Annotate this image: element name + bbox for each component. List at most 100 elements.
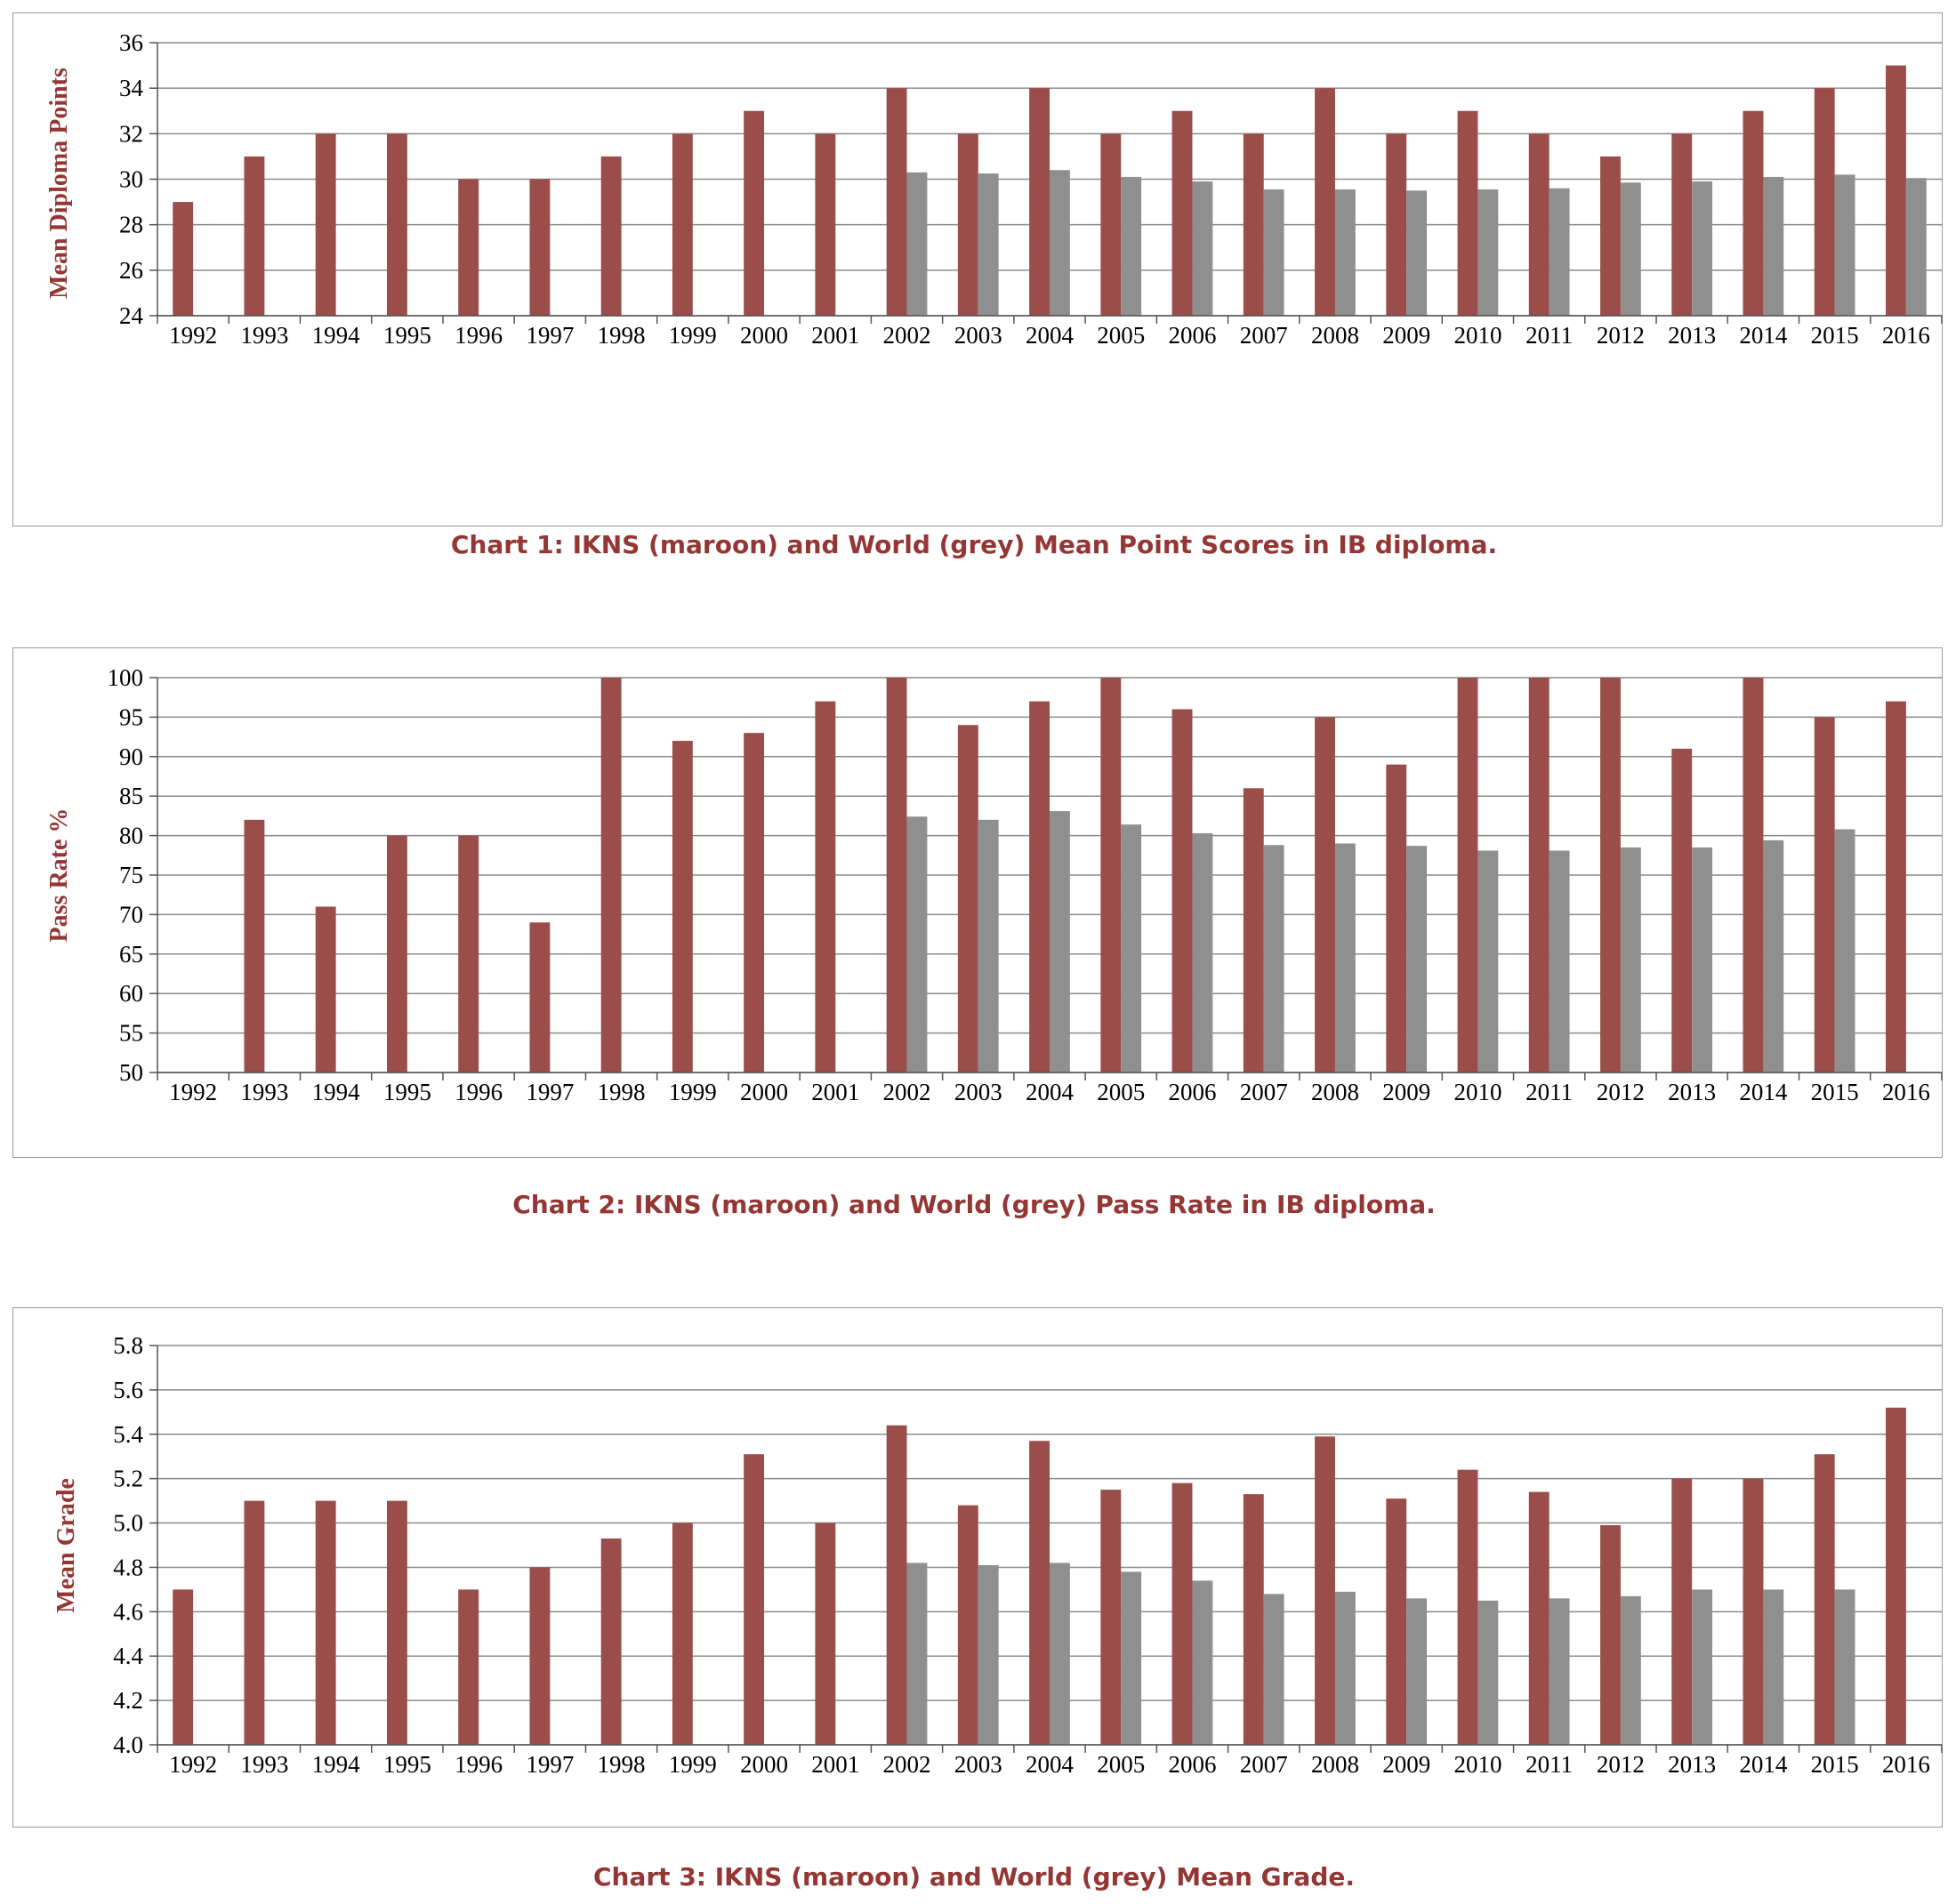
chart-2-bar-ikns-2005 xyxy=(1100,678,1122,1073)
chart-3-bar-world-2009 xyxy=(1406,1598,1428,1745)
chart-2-ytick-label: 95 xyxy=(119,703,143,730)
chart-2-ytick-label: 65 xyxy=(119,941,143,968)
chart-1-bar-ikns-1995 xyxy=(386,133,407,316)
chart-2-bar-world-2013 xyxy=(1692,847,1713,1073)
chart-3-xtick-label: 2009 xyxy=(1382,1751,1430,1778)
chart-3-ytick-label: 5.6 xyxy=(113,1377,143,1403)
chart-1-ytick-label: 32 xyxy=(119,120,143,147)
chart-2-bar-ikns-2014 xyxy=(1743,678,1764,1073)
chart-2-caption: Chart 2: IKNS (maroon) and World (grey) … xyxy=(512,1190,1436,1219)
chart-2-xtick-label: 2002 xyxy=(883,1079,931,1105)
chart-3-bar-ikns-2016 xyxy=(1886,1407,1906,1745)
chart-3-bar-ikns-2007 xyxy=(1243,1494,1264,1745)
chart-3-bar-world-2008 xyxy=(1334,1591,1356,1745)
chart-2-bar-ikns-1994 xyxy=(315,906,336,1073)
chart-3-mean-grade: 4.0 4.2 4.4 4.6 4.8 5.0 5.2 5.4 5.6 5.8 1992 1993 19… xyxy=(52,1332,1943,1778)
chart-1-xtick-label: 2004 xyxy=(1026,322,1075,349)
chart-3-xtick-label: 2004 xyxy=(1026,1751,1075,1778)
chart-1-bar-ikns-2013 xyxy=(1671,133,1693,316)
chart-3-xtick-label: 2010 xyxy=(1453,1751,1501,1778)
chart-3-bar-world-2015 xyxy=(1834,1589,1855,1745)
chart-2-xtick-label: 2010 xyxy=(1453,1079,1501,1105)
chart-1-bar-world-2006 xyxy=(1192,181,1213,316)
chart-3-xtick-label: 2002 xyxy=(883,1751,931,1778)
chart-3-bar-ikns-2006 xyxy=(1171,1482,1193,1745)
chart-3-caption: Chart 3: IKNS (maroon) and World (grey) … xyxy=(593,1862,1355,1892)
chart-2-ytick-label: 85 xyxy=(119,783,143,809)
chart-1-bar-ikns-2006 xyxy=(1171,110,1193,316)
chart-3-bar-world-2002 xyxy=(906,1563,928,1745)
chart-1-y-axis-title: Mean Diploma Points xyxy=(45,68,73,299)
chart-1-xtick-label: 1994 xyxy=(312,322,361,349)
chart-2-bar-ikns-2000 xyxy=(744,733,765,1073)
chart-1-bar-ikns-2010 xyxy=(1457,110,1478,316)
chart-1-mean-diploma-points: 24 26 28 30 32 34 36 1992 1993 1994 1995 1996 1997 19… xyxy=(45,29,1943,349)
chart-3-bar-ikns-2005 xyxy=(1100,1490,1122,1745)
chart-2-bar-world-2005 xyxy=(1121,824,1142,1073)
chart-1-xtick-label: 2010 xyxy=(1453,322,1501,349)
chart-3-bar-ikns-2001 xyxy=(815,1522,836,1745)
chart-2-xtick-label: 2009 xyxy=(1382,1079,1430,1105)
chart-1-bar-ikns-2015 xyxy=(1814,88,1835,317)
chart-2-ytick-label: 50 xyxy=(119,1059,143,1086)
chart-1-bar-ikns-1994 xyxy=(315,133,336,316)
chart-1-xtick-label: 2003 xyxy=(954,322,1002,349)
chart-1-bar-world-2013 xyxy=(1692,181,1713,316)
chart-2-ytick-label: 60 xyxy=(119,980,143,1007)
chart-1-ytick-label: 30 xyxy=(119,166,143,193)
chart-3-ytick-label: 5.0 xyxy=(113,1510,143,1537)
chart-3-bar-world-2012 xyxy=(1620,1595,1641,1745)
chart-1-bar-ikns-1992 xyxy=(173,202,194,316)
chart-1-xtick-label: 2013 xyxy=(1668,322,1716,349)
chart-3-ytick-label: 5.2 xyxy=(113,1466,143,1492)
chart-2-xtick-label: 2006 xyxy=(1168,1079,1216,1105)
chart-3-ytick-label: 5.8 xyxy=(113,1332,143,1359)
chart-3-xtick-label: 1997 xyxy=(526,1751,574,1778)
chart-1-bar-ikns-2000 xyxy=(744,110,765,316)
chart-1-bar-ikns-2005 xyxy=(1100,133,1122,316)
chart-1-bar-ikns-2008 xyxy=(1315,88,1335,317)
chart-1-ytick-label: 28 xyxy=(119,212,143,238)
chart-1-bar-world-2009 xyxy=(1406,190,1428,316)
chart-3-bar-ikns-2011 xyxy=(1528,1491,1550,1745)
chart-2-bar-world-2007 xyxy=(1263,845,1284,1073)
chart-2-ytick-label: 90 xyxy=(119,743,143,770)
chart-2-bar-world-2011 xyxy=(1549,850,1570,1073)
chart-3-xtick-label: 2003 xyxy=(954,1751,1002,1778)
chart-2-xtick-label: 2001 xyxy=(811,1079,859,1105)
chart-3-xtick-label: 2000 xyxy=(740,1751,788,1778)
chart-2-xtick-label: 1999 xyxy=(669,1079,717,1105)
chart-2-xtick-label: 2014 xyxy=(1739,1079,1788,1105)
chart-2-bar-ikns-2011 xyxy=(1528,678,1550,1073)
chart-2-ytick-label: 75 xyxy=(119,862,143,888)
chart-1-bar-ikns-1998 xyxy=(600,156,622,316)
chart-2-bar-ikns-1996 xyxy=(458,835,479,1073)
chart-2-xtick-label: 2008 xyxy=(1311,1079,1359,1105)
chart-3-xtick-label: 1992 xyxy=(169,1751,217,1778)
chart-1-bar-ikns-1993 xyxy=(244,156,265,316)
chart-2-y-axis-title: Pass Rate % xyxy=(45,808,73,943)
chart-1-xtick-label: 1998 xyxy=(598,322,646,349)
chart-3-xtick-label: 2008 xyxy=(1311,1751,1359,1778)
chart-2-bar-ikns-2003 xyxy=(957,725,978,1073)
chart-3-ytick-label: 4.6 xyxy=(113,1598,143,1625)
chart-3-bar-ikns-1998 xyxy=(600,1538,622,1745)
chart-2-bar-ikns-1997 xyxy=(529,922,551,1073)
chart-1-bar-ikns-2004 xyxy=(1029,88,1050,317)
chart-1-xtick-label: 2016 xyxy=(1882,322,1930,349)
chart-3-bar-ikns-2013 xyxy=(1671,1478,1693,1745)
chart-2-bar-ikns-1995 xyxy=(386,835,407,1073)
chart-1-bar-ikns-2009 xyxy=(1386,133,1407,316)
chart-1-bar-ikns-1996 xyxy=(458,179,479,316)
chart-1-bar-ikns-2001 xyxy=(815,133,836,316)
chart-1-bar-world-2004 xyxy=(1050,170,1070,316)
chart-1-caption: Chart 1: IKNS (maroon) and World (grey) … xyxy=(450,530,1498,559)
chart-2-bar-ikns-2001 xyxy=(815,701,836,1073)
chart-2-bar-ikns-2016 xyxy=(1886,701,1906,1073)
chart-3-bar-ikns-1994 xyxy=(315,1500,336,1745)
chart-2-bar-world-2014 xyxy=(1763,840,1784,1073)
chart-3-bar-ikns-2014 xyxy=(1743,1478,1764,1745)
chart-3-xtick-label: 1996 xyxy=(455,1751,503,1778)
chart-3-bar-world-2013 xyxy=(1692,1589,1713,1745)
chart-3-xtick-label: 2005 xyxy=(1097,1751,1145,1778)
